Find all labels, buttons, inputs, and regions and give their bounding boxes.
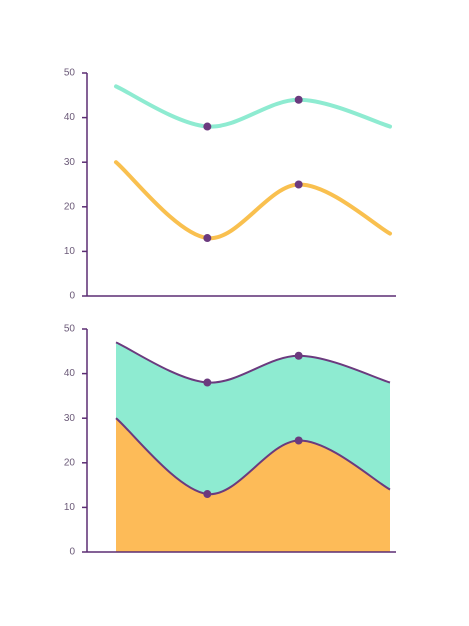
- y-tick-label: 40: [64, 368, 76, 379]
- y-tick-label: 20: [64, 457, 76, 468]
- line: [114, 160, 392, 241]
- y-tick-label: 30: [64, 413, 76, 424]
- y-tick-label: 10: [64, 502, 76, 513]
- area: [116, 418, 390, 552]
- marker: [203, 234, 212, 243]
- marker: [294, 180, 303, 189]
- marker: [203, 122, 212, 131]
- marker: [203, 490, 212, 499]
- y-tick-label: 0: [69, 547, 75, 558]
- marker: [294, 351, 303, 360]
- area-outline: [115, 417, 391, 496]
- y-tick-label: 50: [64, 68, 76, 79]
- area-outline: [115, 341, 391, 384]
- y-tick-label: 20: [64, 201, 76, 212]
- marker: [294, 436, 303, 445]
- y-tick-label: 30: [64, 157, 76, 168]
- y-tick-label: 10: [64, 246, 76, 257]
- marker: [203, 378, 212, 387]
- line: [114, 84, 392, 129]
- y-tick-label: 40: [64, 112, 76, 123]
- y-tick-label: 50: [64, 324, 76, 335]
- y-tick-label: 0: [69, 291, 75, 302]
- marker: [294, 95, 303, 104]
